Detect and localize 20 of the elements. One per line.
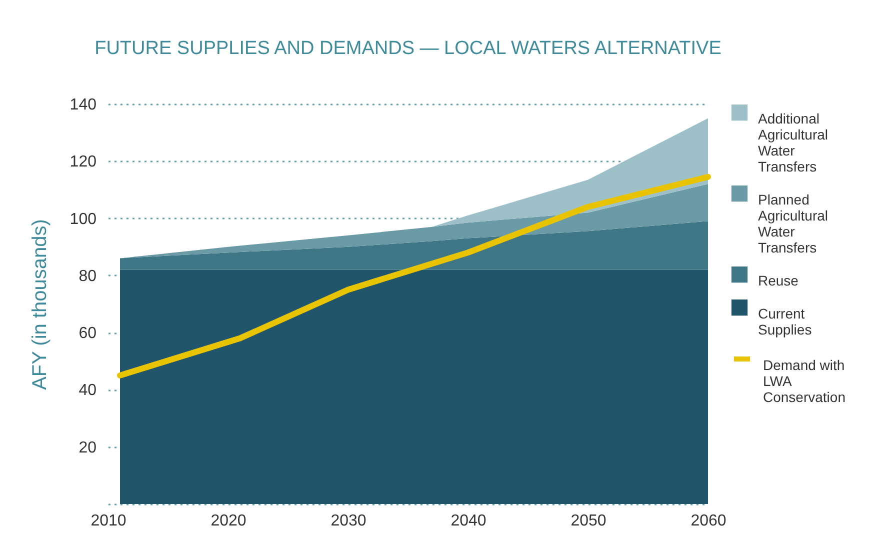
x-tick-label: 2050 xyxy=(570,512,606,530)
legend-label: Current Supplies xyxy=(758,306,812,338)
y-tick-label: 140 xyxy=(70,96,97,114)
legend-label: Reuse xyxy=(758,272,799,288)
y-tick-label: 40 xyxy=(78,382,97,400)
chart-title: FUTURE SUPPLIES AND DEMANDS — LOCAL WATERS ALTERNATIVE xyxy=(94,38,722,59)
legend-label: Demand with LWA Conservation xyxy=(763,357,846,405)
legend-label: Additional Agricultural Water Transfers xyxy=(758,110,828,174)
x-tick-label: 2030 xyxy=(330,512,366,530)
x-tick-label: 2060 xyxy=(690,512,726,530)
x-tick-label: 2020 xyxy=(210,512,246,530)
x-tick-label: 2010 xyxy=(90,512,126,530)
y-tick-label: 120 xyxy=(70,154,97,171)
y-axis-title: AFY (in thousands) xyxy=(28,219,51,390)
y-tick-label: 80 xyxy=(78,268,97,285)
y-tick-label: 60 xyxy=(78,325,97,342)
legend-label: Planned Agricultural Water Transfers xyxy=(758,192,828,256)
y-tick-label: 20 xyxy=(78,439,97,456)
x-tick-label: 2040 xyxy=(450,512,486,530)
y-tick-label: 100 xyxy=(70,210,97,228)
